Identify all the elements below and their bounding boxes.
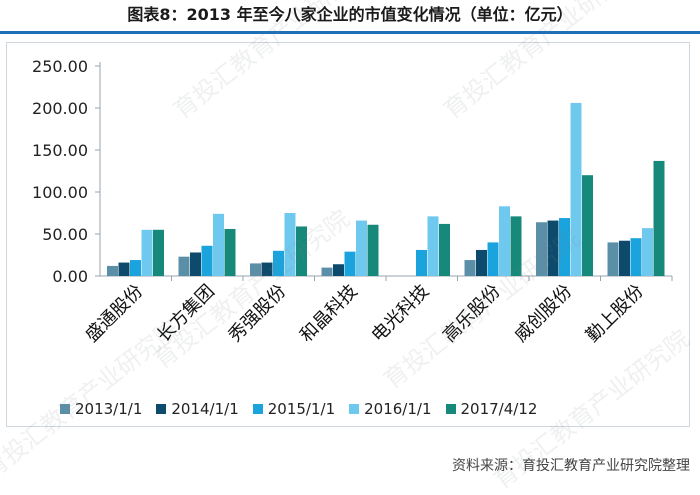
bar	[250, 263, 261, 276]
legend-label: 2017/4/12	[460, 400, 538, 418]
bar	[439, 223, 450, 276]
bar	[619, 240, 630, 276]
chart-legend: 2013/1/1 2014/1/1 2015/1/1 2016/1/1 2017/4/1…	[60, 400, 537, 418]
y-tick-label: 250.00	[32, 57, 88, 76]
bar	[427, 216, 439, 276]
legend-item: 2014/1/1	[156, 400, 239, 418]
bar	[107, 265, 118, 276]
x-tick-label: 威创股份	[511, 281, 577, 347]
legend-swatch	[156, 404, 167, 414]
x-tick-label: 电光科技	[368, 281, 434, 347]
legend-swatch	[349, 404, 360, 414]
x-tick-label: 和晶科技	[296, 281, 362, 347]
bar	[201, 245, 213, 276]
bar	[141, 229, 153, 276]
title-divider	[0, 31, 700, 34]
bar	[559, 218, 570, 276]
source-note: 资料来源：育投汇教育产业研究院整理	[452, 458, 690, 474]
legend-item: 2016/1/1	[349, 400, 432, 418]
bar	[261, 262, 273, 276]
bar	[178, 256, 190, 276]
legend-swatch	[445, 404, 456, 414]
legend-item: 2013/1/1	[60, 400, 142, 418]
bar	[321, 267, 333, 276]
bar	[367, 224, 379, 276]
legend-swatch	[60, 404, 70, 414]
bar	[284, 213, 296, 276]
y-tick-label: 100.00	[32, 183, 88, 202]
bar	[653, 160, 665, 276]
bar	[224, 228, 236, 276]
bar	[536, 222, 547, 276]
bar	[213, 213, 224, 276]
chart-title: 图表8：2013 年至今八家企业的市值变化情况（单位：亿元）	[127, 5, 573, 24]
legend-label: 2013/1/1	[75, 400, 143, 418]
bar	[630, 238, 642, 276]
bar	[464, 260, 476, 276]
bar	[570, 102, 582, 277]
bar	[642, 228, 653, 276]
bar	[296, 226, 307, 276]
x-tick-label: 秀强股份	[225, 281, 291, 347]
bar	[582, 175, 593, 276]
bar	[416, 249, 427, 276]
bar	[190, 252, 201, 276]
x-tick-label: 长方集团	[153, 281, 219, 347]
bar	[153, 229, 164, 276]
bar	[344, 251, 356, 276]
x-tick-label: 盛通股份	[82, 281, 148, 347]
bar	[356, 220, 367, 276]
bar	[547, 220, 559, 276]
x-tick-label: 高乐股份	[439, 281, 505, 347]
y-tick-label: 0.00	[52, 267, 88, 286]
legend-swatch	[252, 404, 263, 414]
legend-item: 2017/4/12	[445, 400, 538, 418]
legend-label: 2015/1/1	[267, 400, 336, 418]
y-tick-label: 50.00	[42, 225, 88, 244]
bar	[476, 249, 487, 276]
bar	[510, 216, 522, 276]
bar	[487, 242, 499, 276]
bar	[333, 264, 344, 276]
bar	[499, 206, 510, 276]
bar	[118, 262, 130, 276]
legend-label: 2014/1/1	[171, 400, 239, 418]
bar	[607, 242, 619, 276]
legend-label: 2016/1/1	[364, 400, 432, 418]
chart-frame	[6, 42, 690, 427]
y-tick-label: 150.00	[32, 141, 88, 160]
y-tick-label: 200.00	[32, 99, 88, 118]
bar	[130, 260, 141, 276]
legend-item: 2015/1/1	[252, 400, 336, 418]
bar	[273, 250, 284, 276]
x-tick-label: 勤上股份	[582, 281, 648, 347]
